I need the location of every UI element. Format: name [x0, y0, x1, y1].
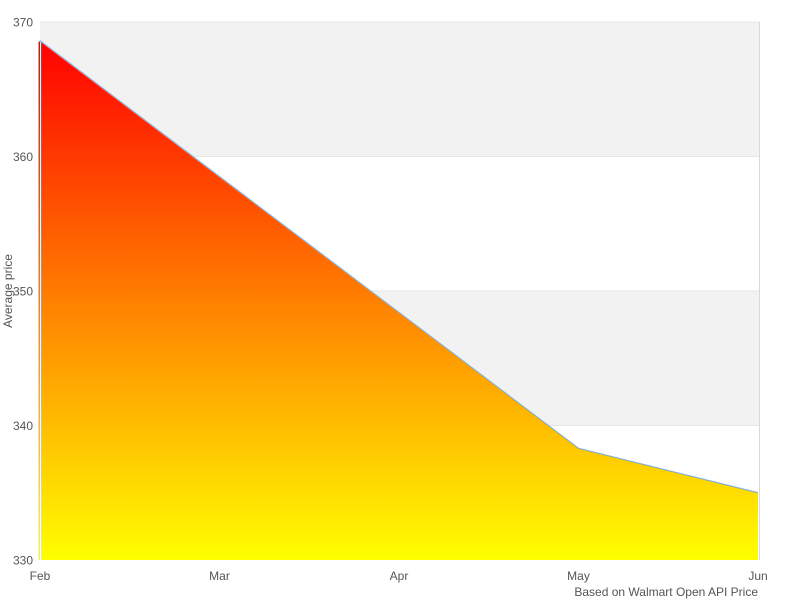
area-fill: [38, 40, 758, 561]
y-axis-labels: 330 340 350 360 370: [13, 16, 33, 568]
x-tick-label: Mar: [209, 569, 230, 583]
y-tick-label: 330: [13, 554, 33, 568]
x-tick-label: Jun: [748, 569, 767, 583]
x-tick-label: Apr: [390, 569, 409, 583]
x-tick-label: May: [567, 569, 590, 583]
chart-caption: Based on Walmart Open API Price: [574, 585, 758, 599]
y-tick-label: 340: [13, 419, 33, 433]
y-tick-label: 350: [13, 285, 33, 299]
y-axis-title: Average price: [1, 254, 15, 328]
price-line-series: [39, 40, 759, 494]
x-tick-label: Feb: [30, 569, 51, 583]
y-tick-label: 370: [13, 16, 33, 30]
y-tick-label: 360: [13, 150, 33, 164]
x-axis-labels: Feb Mar Apr May Jun: [30, 569, 768, 583]
